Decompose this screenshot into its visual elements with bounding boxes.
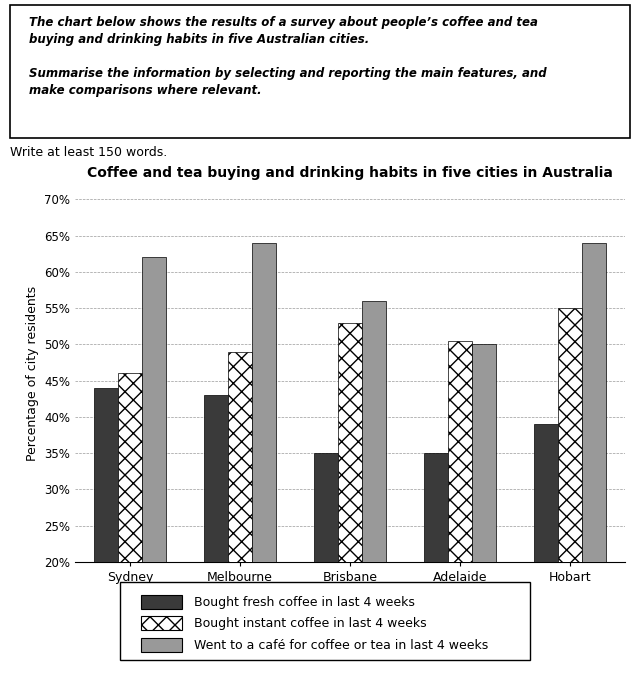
Title: Coffee and tea buying and drinking habits in five cities in Australia: Coffee and tea buying and drinking habit… <box>87 166 613 180</box>
Bar <box>228 352 252 680</box>
FancyBboxPatch shape <box>10 5 630 138</box>
FancyBboxPatch shape <box>120 582 530 660</box>
Text: Went to a café for coffee or tea in last 4 weeks: Went to a café for coffee or tea in last… <box>194 639 488 651</box>
Bar <box>534 424 558 680</box>
Bar <box>252 243 276 680</box>
Bar <box>141 638 182 652</box>
Bar <box>141 616 182 630</box>
Bar <box>338 323 362 680</box>
Y-axis label: Percentage of city residents: Percentage of city residents <box>26 286 38 461</box>
Bar <box>204 395 228 680</box>
Bar <box>448 341 472 680</box>
Text: The chart below shows the results of a survey about people’s coffee and tea
buyi: The chart below shows the results of a s… <box>29 16 546 97</box>
Bar <box>93 388 118 680</box>
Text: Bought fresh coffee in last 4 weeks: Bought fresh coffee in last 4 weeks <box>194 596 415 609</box>
Bar <box>118 373 142 680</box>
Text: Bought instant coffee in last 4 weeks: Bought instant coffee in last 4 weeks <box>194 617 426 630</box>
Bar <box>424 454 448 680</box>
Text: Write at least 150 words.: Write at least 150 words. <box>10 146 167 158</box>
Bar <box>582 243 606 680</box>
Bar <box>141 595 182 609</box>
Bar <box>472 345 496 680</box>
Bar <box>362 301 387 680</box>
Bar <box>314 454 338 680</box>
Bar <box>142 258 166 680</box>
Bar <box>558 308 582 680</box>
